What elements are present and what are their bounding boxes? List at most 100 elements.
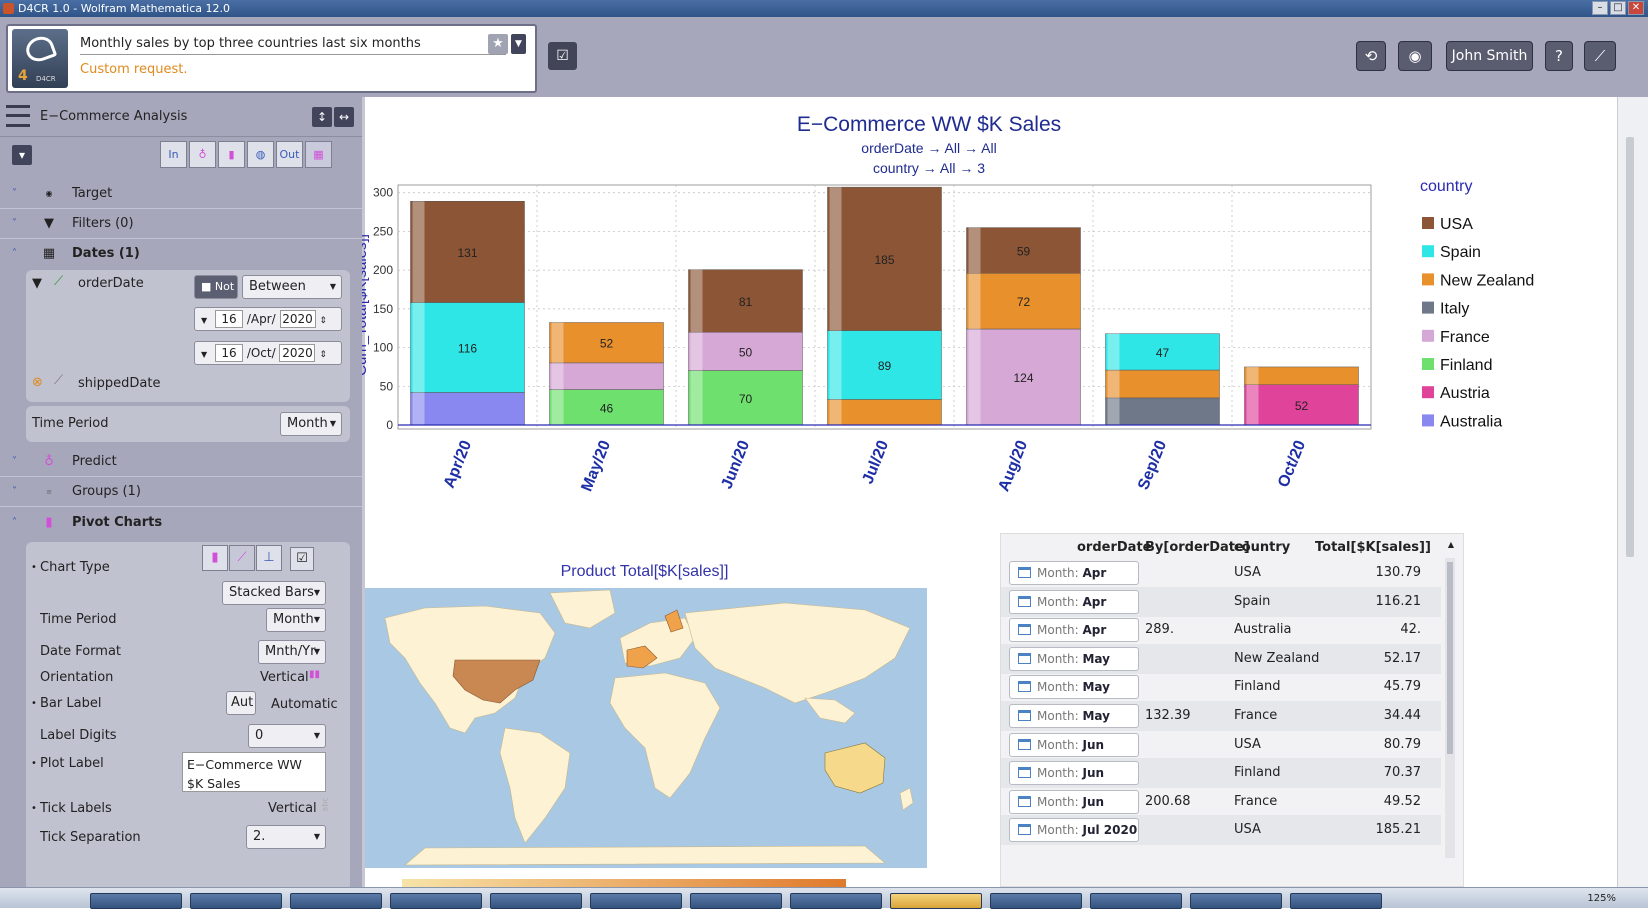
taskbar-item[interactable] — [690, 893, 782, 909]
date-format-select[interactable]: Mnth/Yr ▼ — [258, 640, 326, 664]
date-cell[interactable]: Month: May 2020 — [1009, 675, 1139, 716]
taskbar-item[interactable] — [290, 893, 382, 909]
camera-button[interactable]: ◉ — [1398, 41, 1432, 71]
input-tool-icon[interactable]: In — [160, 141, 187, 168]
taskbar-item[interactable] — [190, 893, 282, 909]
date-cell[interactable]: Month: Apr 2020 — [1009, 618, 1139, 659]
bar-highlight — [690, 370, 703, 425]
section-target[interactable]: ˅ ◉ Target — [0, 179, 362, 209]
taskbar-item[interactable] — [990, 893, 1082, 909]
help-button[interactable]: ? — [1545, 41, 1573, 71]
boxplot-icon[interactable]: ⊥ — [256, 545, 282, 571]
table-scroll-thumb[interactable] — [1447, 562, 1453, 754]
taskbar-item-active[interactable] — [890, 893, 982, 909]
pen-button[interactable]: ⟋ — [1584, 41, 1616, 71]
plot-label-input[interactable]: E−Commerce WW $K Sales — [182, 752, 326, 792]
label-digits-select[interactable]: 0 ▼ — [248, 724, 326, 748]
table-row[interactable]: Month: May 2020 132.39 France 34.44 — [1001, 701, 1441, 745]
resize-horizontal-icon[interactable]: ↔ — [334, 107, 354, 127]
table-row[interactable]: Month: Apr 2020 USA 130.79 — [1001, 558, 1441, 602]
table-scrollbar[interactable] — [1445, 558, 1455, 858]
taskbar-item[interactable] — [1190, 893, 1282, 909]
col-header-orderdate[interactable]: orderDate — [1077, 540, 1152, 555]
pivot-time-period-select[interactable]: Month ▼ — [266, 608, 326, 632]
stepper-icon[interactable]: ⇕ — [319, 350, 327, 360]
taskbar-item[interactable] — [790, 893, 882, 909]
start-day-input[interactable]: 16 — [214, 310, 243, 328]
section-filters[interactable]: ˅ ▼ Filters (0) — [0, 209, 362, 239]
chart-tool-icon[interactable]: ▮ — [218, 141, 245, 168]
end-month[interactable]: Oct — [250, 346, 272, 360]
table-row[interactable]: Month: Jul 2020 USA 185.21 — [1001, 815, 1441, 846]
by-cell: 289. — [1145, 622, 1174, 638]
col-header-country[interactable]: country — [1234, 540, 1291, 555]
time-period-select[interactable]: Month ▼ — [280, 412, 342, 436]
close-icon[interactable]: ✕ — [1628, 1, 1644, 15]
hamburger-menu-icon[interactable] — [6, 105, 30, 127]
globe-tool-icon[interactable]: ◍ — [247, 141, 274, 168]
section-pivot[interactable]: ˄ ▮ Pivot Charts — [0, 508, 362, 538]
table-row[interactable]: Month: May 2020 New Zealand 52.17 — [1001, 643, 1441, 688]
date-op-select[interactable]: Between ▼ — [242, 275, 342, 299]
taskbar-item[interactable] — [1090, 893, 1182, 909]
table-row[interactable]: Month: Apr 2020 289. Australia 42. — [1001, 615, 1441, 659]
table-row[interactable]: Month: Jun 2020 USA 80.79 — [1001, 730, 1441, 774]
predict-tool-icon[interactable]: ♁ — [189, 141, 216, 168]
tick-sep-select[interactable]: 2. ▼ — [246, 825, 326, 849]
main-scrollbar[interactable] — [1617, 97, 1648, 887]
not-toggle[interactable]: ■ Not — [194, 275, 238, 299]
table-row[interactable]: Month: Jun 2020 Finland 70.37 — [1001, 758, 1441, 802]
chart-type-select[interactable]: Stacked Bars ▼ — [222, 581, 326, 605]
start-year-input[interactable]: 2020 — [279, 310, 316, 328]
date-cell[interactable]: Month: Jun 2020 — [1009, 761, 1139, 802]
taskbar-item[interactable] — [590, 893, 682, 909]
minimize-icon[interactable]: – — [1592, 1, 1608, 15]
maximize-icon[interactable]: □ — [1610, 1, 1626, 15]
favorite-star-icon[interactable]: ★ — [488, 34, 508, 54]
refresh-button[interactable]: ⟲ — [1356, 41, 1386, 71]
user-button[interactable]: John Smith — [1446, 41, 1533, 71]
section-predict[interactable]: ˅ ♁ Predict — [0, 447, 362, 477]
table-row[interactable]: Month: May 2020 Finland 45.79 — [1001, 672, 1441, 716]
section-dates[interactable]: ˄ ▦ Dates (1) — [0, 239, 362, 269]
stepper-icon[interactable]: ⇕ — [319, 316, 327, 326]
zoom-level[interactable]: 125% — [1587, 893, 1616, 904]
output-tool-icon[interactable]: Out — [276, 141, 303, 168]
bar-label-auto-button[interactable]: Aut — [226, 691, 256, 715]
table-row[interactable]: Month: Jun 2020 200.68 France 49.52 — [1001, 787, 1441, 831]
calendar-icon — [1018, 710, 1031, 721]
taskbar-item[interactable] — [1290, 893, 1382, 909]
taskbar-item[interactable] — [390, 893, 482, 909]
date-cell[interactable]: Month: Jul 2020 — [1009, 818, 1139, 843]
orientation-value[interactable]: Vertical — [260, 670, 309, 685]
resize-vertical-icon[interactable]: ↕ — [312, 107, 332, 127]
checkbox-icon[interactable]: ☑ — [290, 547, 314, 571]
scroll-up-icon[interactable]: ▲ — [1447, 540, 1454, 549]
calendar-tool-icon[interactable]: ▦ — [305, 141, 332, 168]
taskbar-item[interactable] — [90, 893, 182, 909]
stacked-bar-icon[interactable]: ▮ — [202, 545, 228, 571]
shipped-filter-icon[interactable]: ⊗ — [32, 375, 43, 390]
end-year-input[interactable]: 2020 — [279, 344, 316, 362]
col-header-by-orderdate[interactable]: By[orderDate] — [1145, 540, 1250, 555]
section-groups[interactable]: ˅ ≡ Groups (1) — [0, 477, 362, 507]
table-row[interactable]: Month: Apr 2020 Spain 116.21 — [1001, 586, 1441, 631]
tick-labels-value[interactable]: Vertical — [268, 801, 317, 816]
date-cell[interactable]: Month: Jun 2020 — [1009, 732, 1139, 774]
date-cell[interactable]: Month: May 2020 — [1009, 704, 1139, 745]
date-cell[interactable]: Month: Jun 2020 — [1009, 789, 1139, 831]
checklist-button[interactable]: ☑ — [548, 42, 577, 70]
date-cell[interactable]: Month: Apr 2020 — [1009, 561, 1139, 602]
panel-dropdown-icon[interactable]: ▾ — [12, 145, 32, 165]
start-month[interactable]: Apr — [250, 312, 272, 326]
legend-entry: Italy — [1440, 301, 1469, 318]
request-input[interactable]: Monthly sales by top three countries las… — [80, 36, 506, 55]
end-day-input[interactable]: 16 — [214, 344, 243, 362]
date-cell[interactable]: Month: May 2020 — [1009, 646, 1139, 688]
main-scroll-thumb[interactable] — [1626, 137, 1634, 557]
taskbar-item[interactable] — [490, 893, 582, 909]
line-chart-icon[interactable]: ⟋ — [229, 545, 255, 571]
col-header-total[interactable]: Total[$K[sales]] — [1315, 540, 1431, 555]
date-cell[interactable]: Month: Apr 2020 — [1009, 589, 1139, 631]
request-dropdown-icon[interactable]: ▼ — [511, 34, 526, 54]
